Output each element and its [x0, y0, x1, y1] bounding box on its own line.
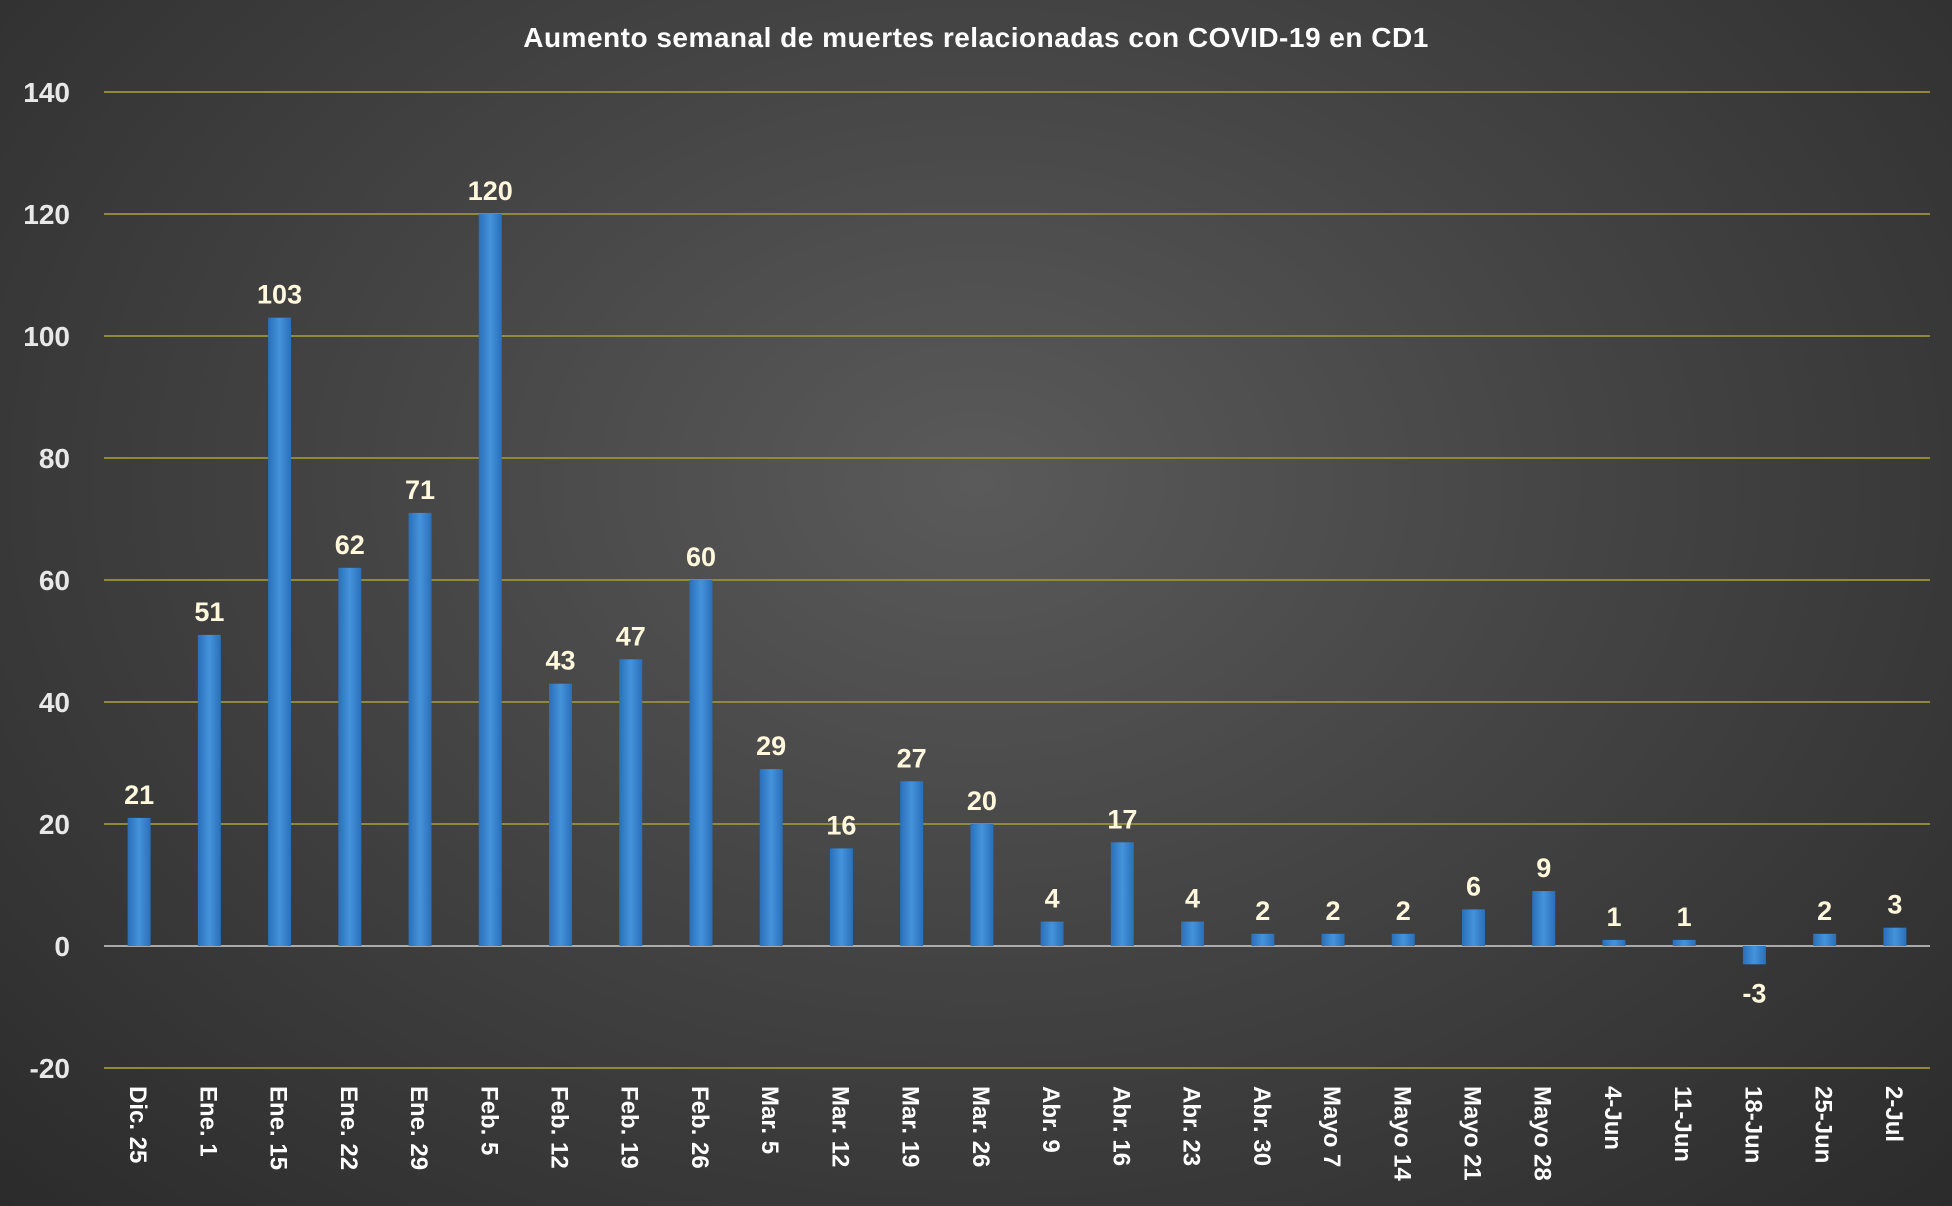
bar	[1532, 891, 1556, 946]
bar	[1110, 842, 1134, 946]
data-label: 43	[545, 646, 575, 676]
bar	[900, 781, 924, 946]
bar	[197, 634, 221, 946]
bar	[1813, 933, 1837, 946]
x-tick-label: Abr. 30	[1248, 1086, 1275, 1166]
data-labels: 21 51 103 62 71 120 43 47 60 29 16 27 20 4 17 4 2 2 2 6 9 1 1 -…	[124, 176, 1902, 1008]
data-label: 29	[756, 731, 786, 761]
bar	[268, 317, 292, 946]
data-label: 27	[897, 743, 927, 773]
bar	[1462, 909, 1485, 946]
data-label: 17	[1107, 804, 1137, 834]
data-label: 2	[1396, 896, 1411, 926]
bar	[1251, 933, 1275, 946]
y-tick-label: 120	[23, 199, 70, 230]
data-label: 2	[1326, 896, 1341, 926]
bar	[1181, 921, 1205, 946]
bars	[127, 214, 1907, 965]
data-label: 6	[1466, 871, 1481, 901]
y-tick-label: 140	[23, 77, 70, 108]
bar	[1391, 933, 1415, 946]
x-tick-label: Feb. 5	[475, 1086, 502, 1155]
x-tick-label: 2-Jul	[1880, 1086, 1907, 1142]
data-label: 51	[194, 597, 224, 627]
x-tick-label: Dic. 25	[124, 1086, 151, 1163]
data-label: 21	[124, 780, 154, 810]
bar	[1672, 939, 1696, 946]
data-label: 103	[257, 280, 302, 310]
data-label: 3	[1887, 890, 1902, 920]
bar	[408, 512, 432, 946]
data-label: 16	[826, 810, 856, 840]
bar	[829, 848, 853, 946]
chart-title: Aumento semanal de muertes relacionadas …	[523, 22, 1429, 53]
data-label: 71	[405, 475, 435, 505]
bar	[127, 817, 151, 946]
bar	[1602, 939, 1626, 946]
bar	[1040, 921, 1064, 946]
x-tick-label: Feb. 12	[546, 1086, 573, 1169]
x-tick-label: Ene. 22	[335, 1086, 362, 1170]
x-tick-label: 18-Jun	[1739, 1086, 1766, 1163]
x-tick-label: 11-Jun	[1669, 1086, 1696, 1162]
x-tick-label: Mar. 26	[967, 1086, 994, 1167]
x-tick-label: Mar. 12	[826, 1086, 853, 1167]
data-label: -3	[1742, 978, 1766, 1008]
x-tick-label: Mayo 28	[1529, 1086, 1556, 1181]
x-tick-label: Feb. 26	[686, 1086, 713, 1169]
data-label: 9	[1536, 853, 1551, 883]
bar	[1883, 927, 1907, 946]
x-tick-label: 25-Jun	[1810, 1086, 1837, 1163]
x-tick-label: Mar. 19	[897, 1086, 924, 1167]
data-label: 62	[335, 530, 365, 560]
data-label: 120	[468, 176, 513, 206]
data-label: 4	[1185, 884, 1200, 914]
y-axis-ticks: -20 0 20 40 60 80 100 120 140	[23, 77, 70, 1084]
x-tick-label: Ene. 1	[194, 1086, 221, 1157]
y-tick-label: -20	[30, 1053, 70, 1084]
bar	[619, 659, 643, 946]
data-label: 60	[686, 542, 716, 572]
data-label: 1	[1677, 902, 1692, 932]
x-tick-label: Mayo 7	[1318, 1086, 1345, 1167]
x-tick-label: Mayo 14	[1388, 1086, 1415, 1181]
y-tick-label: 20	[39, 809, 70, 840]
x-tick-label: 4-Jun	[1599, 1086, 1626, 1150]
x-tick-label: Abr. 9	[1037, 1086, 1064, 1153]
gridlines	[104, 91, 1930, 1069]
x-axis-ticks: Dic. 25 Ene. 1 Ene. 15 Ene. 22 Ene. 29 Feb. 5…	[124, 1086, 1907, 1181]
y-tick-label: 60	[39, 565, 70, 596]
x-tick-label: Mar. 5	[756, 1086, 783, 1154]
x-tick-label: Mayo 21	[1459, 1086, 1486, 1181]
data-label: 47	[616, 621, 646, 651]
y-tick-label: 40	[39, 687, 70, 718]
y-tick-label: 0	[54, 931, 70, 962]
y-tick-label: 100	[23, 321, 70, 352]
bar	[689, 580, 713, 946]
x-tick-label: Ene. 15	[265, 1086, 292, 1170]
data-label: 4	[1045, 884, 1060, 914]
data-label: 20	[967, 786, 997, 816]
x-tick-label: Abr. 16	[1107, 1086, 1134, 1166]
x-tick-label: Feb. 19	[616, 1086, 643, 1169]
bar	[759, 769, 783, 946]
bar	[970, 824, 994, 946]
x-tick-label: Abr. 23	[1178, 1086, 1205, 1166]
bar	[338, 567, 362, 946]
bar	[549, 683, 572, 946]
x-tick-label: Ene. 29	[405, 1086, 432, 1170]
bar	[1321, 933, 1345, 946]
bar	[478, 214, 502, 946]
data-label: 2	[1817, 896, 1832, 926]
data-label: 2	[1255, 896, 1270, 926]
y-tick-label: 80	[39, 443, 70, 474]
data-label: 1	[1606, 902, 1621, 932]
bar	[1742, 946, 1766, 965]
